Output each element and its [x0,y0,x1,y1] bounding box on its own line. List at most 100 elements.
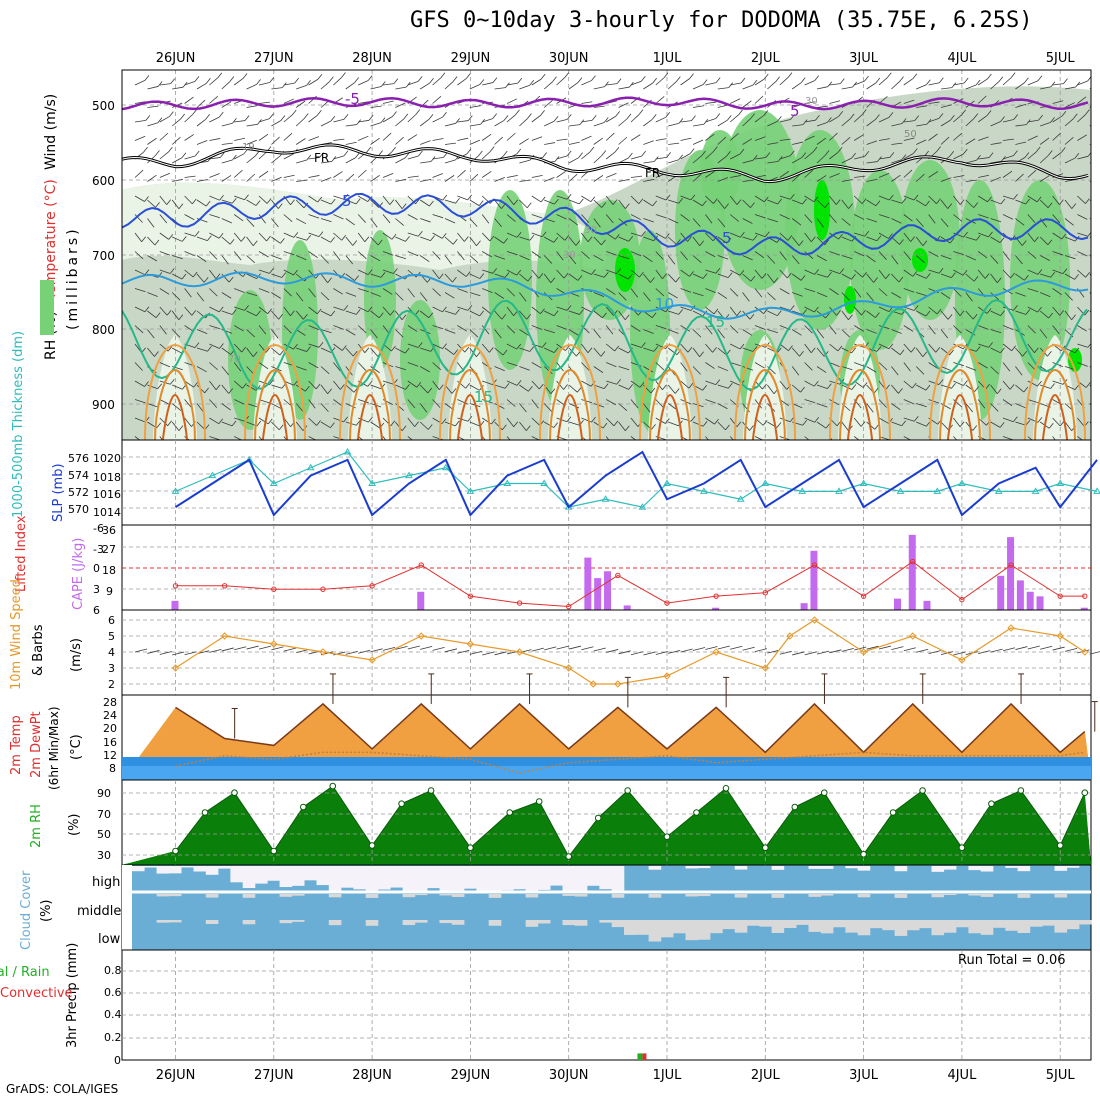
wind-barb [965,84,977,90]
wind-barb-flag [963,77,969,84]
cloud-gap-middle [808,894,822,897]
wind-barb [606,269,617,274]
wind-barb [643,119,653,127]
wind-barb [258,306,268,315]
wind-barb [581,269,592,275]
surface-barb [779,650,792,655]
wind-barb-flag [925,200,930,207]
cloud-gap-middle [242,894,256,898]
wind-barb [1002,362,1011,372]
wind-barb [345,173,355,182]
wind-barb [990,366,999,375]
wind-barb-flag [293,269,298,276]
wind-barb [792,141,804,145]
thickness-marker [896,487,905,494]
wind-barb [134,251,144,260]
wind-barb [630,155,642,160]
wind-barb [444,175,455,182]
wind-barb-flag [676,239,681,245]
wind-barb-flag [566,416,572,423]
wind-barb [643,366,654,373]
wind-barb-flag [749,425,754,431]
cloud-gap-low [168,920,182,923]
wind-barb [630,325,641,332]
wind-barb [271,292,281,299]
wind-barb-flag [922,351,928,358]
wind-barb [1064,218,1074,226]
wind-barb-flag [317,110,322,116]
wind-barb [357,232,366,242]
wind-barb-flag [1050,383,1055,389]
surface-barb [258,645,272,650]
rh-marker [594,814,602,822]
wind-marker [270,640,278,648]
rh-dry-column [548,335,592,440]
wind-barb [729,132,739,141]
wind-barb-flag [985,383,990,390]
surface-barb [382,646,396,651]
wind-barb [742,255,753,261]
surface-barb [866,645,879,650]
wind-barb [556,118,568,123]
wind-barb-flag [265,347,271,353]
wind-barb-flag [676,76,681,82]
wind-barb [308,232,320,238]
ylabel-dewpt: 2m DewPt [29,711,44,778]
wind-barb [345,255,354,265]
wind-barb-flag [403,113,409,120]
wind-marker [786,632,794,640]
wind-barb [296,236,307,241]
wind-barb [593,199,603,208]
wind-barb [754,269,763,279]
wind-barb-flag [614,345,620,352]
wind-barb [667,273,676,283]
wind-barb [494,236,504,244]
surface-barb [618,650,631,655]
wind-barb [829,173,840,178]
wind-barb [320,199,332,205]
precip-tick-08: 0.8 [104,964,122,977]
wind-barb [481,214,490,224]
wind-barb-flag [229,76,235,82]
wind-barb [891,142,903,145]
wind-barb [990,255,999,264]
wind-barb [221,236,231,245]
wind-barb-flag [898,388,903,394]
wind-barb [320,366,330,375]
wind-barb [419,310,430,319]
wind-barb-flag [678,154,684,161]
wind-barb-flag [364,236,370,243]
wind-barb [605,417,615,427]
wind-barb [655,96,665,104]
wind-barb-flag [938,113,944,119]
wind-barb [506,232,518,238]
wind-barb-flag [429,77,434,84]
wind-barb-flag [959,421,965,427]
cloud-row-middle: middle [77,904,121,919]
wind-barb [816,122,828,127]
rh-marker [860,851,867,858]
wind-barb [953,269,964,276]
wind-barb-flag [563,272,569,279]
wind-barb-flag [776,422,782,428]
wind-barb-flag [244,305,249,311]
cape-panel: -6 -3 0 3 6 36 27 18 9 Lifted Index CAPE… [14,515,1092,617]
wind-barb-flag [540,308,545,314]
wind-barb [829,195,837,205]
cloud-gap-high [218,866,231,869]
wind-barb [246,105,258,108]
wind-barb [457,306,468,311]
ytick-600: 600 [92,174,115,188]
wind-barb [965,236,977,241]
wind-barb [209,116,220,123]
wind-barb-flag [1074,152,1080,159]
wind-marker [958,656,966,664]
warm-loop [244,343,306,440]
wind-barb-flag [725,424,730,431]
wind-barb [246,155,256,164]
wind-barb-flag [615,111,620,117]
cloud-panel: high middle low Cloud Cover (%) [19,864,1092,951]
wind-barb [370,384,382,390]
wind-barb-flag [367,381,373,387]
